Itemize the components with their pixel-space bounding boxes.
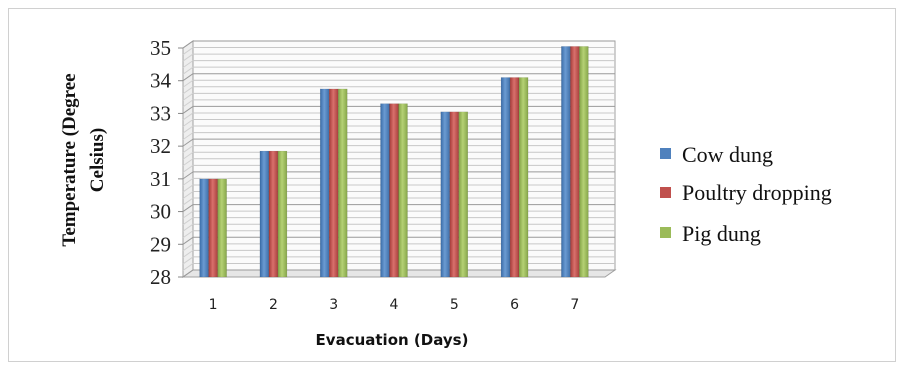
side-gridline xyxy=(182,151,194,160)
side-gridline xyxy=(182,256,194,265)
y-axis-ticks: 28 29 30 31 32 33 34 35 xyxy=(150,36,183,289)
bar-cow-dung-day-1 xyxy=(199,178,209,278)
side-gridline xyxy=(182,112,194,121)
side-gridline xyxy=(182,119,194,127)
side-gridline xyxy=(182,177,194,186)
side-gridline xyxy=(182,210,194,219)
side-gridline xyxy=(182,171,194,180)
legend-label-poultry-dropping: Poultry dropping xyxy=(682,180,832,205)
bar-cow-dung-day-7 xyxy=(561,46,571,278)
bar-pig-dung-day-5 xyxy=(458,111,469,278)
y-axis-label-line-1: Temperature (Degree xyxy=(59,73,80,246)
x-tick-label: 2 xyxy=(269,297,278,313)
side-gridline xyxy=(182,204,194,212)
bar-poultry-dropping-day-4 xyxy=(389,103,399,278)
bar-top-cap xyxy=(259,149,290,152)
y-tick-label: 29 xyxy=(150,232,171,256)
y-tick-label: 30 xyxy=(150,200,171,224)
y-tick-label: 35 xyxy=(150,36,171,60)
side-gridline xyxy=(182,191,194,199)
bar-cow-dung-day-6 xyxy=(500,77,511,278)
side-gridline xyxy=(182,217,194,226)
bar-cow-dung-day-2 xyxy=(259,150,270,278)
bar-top-cap xyxy=(320,86,351,89)
y-tick-label: 31 xyxy=(150,167,171,191)
legend: Cow dung Poultry dropping Pig dung xyxy=(660,142,832,246)
side-gridline xyxy=(182,79,194,88)
side-gridline xyxy=(182,132,194,141)
bar-cow-dung-day-3 xyxy=(319,88,330,278)
bar-poultry-dropping-day-5 xyxy=(449,111,460,278)
bars xyxy=(199,44,592,278)
x-tick-label: 1 xyxy=(209,297,218,313)
legend-label-pig-dung: Pig dung xyxy=(682,221,761,246)
bar-top-cap xyxy=(199,176,230,179)
side-gridline xyxy=(182,184,194,193)
bar-pig-dung-day-2 xyxy=(277,150,288,278)
x-tick-label: 5 xyxy=(450,297,459,313)
side-gridline xyxy=(182,92,194,101)
x-tick-label: 6 xyxy=(510,297,519,313)
bar-pig-dung-day-4 xyxy=(398,103,408,278)
side-gridline xyxy=(182,47,194,55)
side-gridline xyxy=(182,99,194,108)
plot-side-wall xyxy=(182,40,194,278)
side-gridline xyxy=(182,40,194,49)
y-axis-label: Temperature (Degree Celsius) xyxy=(59,73,108,246)
side-gridline xyxy=(182,60,194,69)
y-tick-label: 32 xyxy=(150,134,171,158)
side-gridline xyxy=(182,164,194,173)
side-gridline xyxy=(182,243,194,252)
side-gridline xyxy=(182,53,194,62)
bar-cow-dung-day-4 xyxy=(380,103,390,278)
side-gridline xyxy=(182,106,194,114)
x-tick-label: 7 xyxy=(570,297,579,313)
y-tick-label: 33 xyxy=(150,101,171,125)
side-gridline xyxy=(182,145,194,154)
y-tick-label: 34 xyxy=(150,69,172,93)
bar-pig-dung-day-7 xyxy=(579,46,589,278)
side-gridline xyxy=(182,269,194,278)
bar-poultry-dropping-day-6 xyxy=(509,77,520,278)
side-gridline xyxy=(182,263,194,271)
side-gridline xyxy=(182,158,194,167)
y-tick-label: 28 xyxy=(150,265,171,289)
x-tick-label: 4 xyxy=(390,297,399,313)
legend-label-cow-dung: Cow dung xyxy=(682,142,773,167)
x-tick-label: 3 xyxy=(329,297,338,313)
bar-top-cap xyxy=(501,75,532,78)
bar-top-cap xyxy=(380,101,411,104)
side-gridline xyxy=(182,138,194,147)
side-gridline xyxy=(182,86,194,95)
bar-top-cap xyxy=(561,44,592,47)
side-gridline xyxy=(182,197,194,206)
y-axis-label-line-2: Celsius) xyxy=(87,128,108,192)
bar-poultry-dropping-day-2 xyxy=(268,150,279,278)
side-gridline xyxy=(182,66,194,75)
side-gridline xyxy=(182,223,194,232)
bar-top-cap xyxy=(440,109,471,112)
legend-swatch-poultry-dropping xyxy=(660,187,671,198)
bar-pig-dung-day-6 xyxy=(518,77,529,278)
side-gridline xyxy=(182,125,194,134)
legend-swatch-cow-dung xyxy=(660,148,671,159)
bar-cow-dung-day-5 xyxy=(440,111,451,278)
side-gridline xyxy=(182,249,194,258)
side-gridline xyxy=(182,236,194,245)
x-axis-ticks: 1 2 3 4 5 6 7 xyxy=(209,297,580,313)
bar-pig-dung-day-1 xyxy=(217,178,227,278)
bar-poultry-dropping-day-1 xyxy=(208,178,218,278)
side-gridline xyxy=(182,73,194,82)
bar-pig-dung-day-3 xyxy=(337,88,348,278)
x-axis-label: Evacuation (Days) xyxy=(316,331,469,349)
bar-poultry-dropping-day-7 xyxy=(570,46,580,278)
side-gridline xyxy=(182,230,194,239)
legend-swatch-pig-dung xyxy=(660,227,671,238)
bar-poultry-dropping-day-3 xyxy=(328,88,339,278)
